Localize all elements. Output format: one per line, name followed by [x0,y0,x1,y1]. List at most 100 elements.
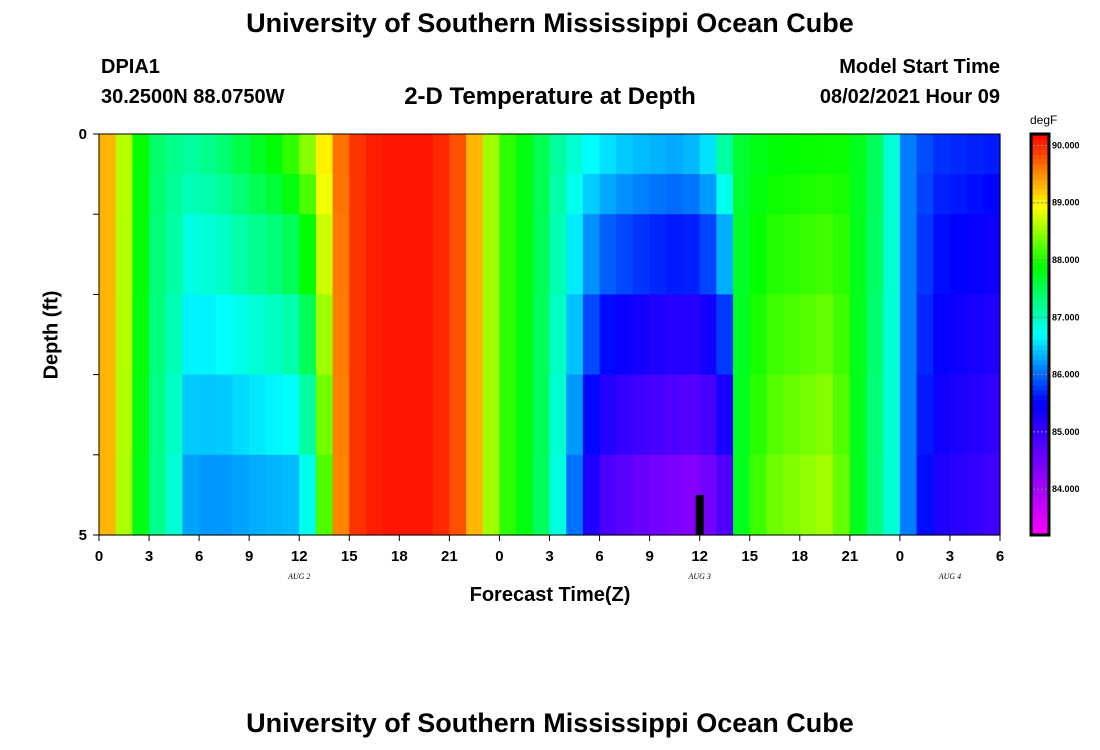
colorbar-segment [1031,354,1049,361]
heatmap-cell [382,174,400,215]
colorbar-segment [1031,419,1049,426]
heatmap-cell [849,134,868,175]
heatmap-cell [365,374,384,456]
heatmap-cell [132,214,150,295]
colorbar-segment [1031,279,1049,285]
heatmap-cell [866,294,884,376]
heatmap-cell [966,294,984,376]
colorbar-segment [1031,274,1049,280]
colorbar: 84.000 85.000 86.000 87.000 88.000 89.000 90.0… [1029,132,1080,537]
heatmap-cell [332,134,350,175]
x-tick-label: 3 [145,548,153,565]
heatmap-cell [682,174,701,215]
heatmap-cell [99,454,117,536]
heatmap-cell [599,134,617,175]
heatmap-cell [783,174,801,215]
colorbar-segment [1031,224,1049,230]
heatmap-cell [299,374,317,456]
colorbar-segment [1031,159,1049,165]
heatmap-cell [883,454,901,536]
heatmap-cell [315,174,334,215]
heatmap-cell [899,374,918,456]
colorbar-segment [1031,454,1049,461]
heatmap-cell [416,134,434,175]
heatmap-cell [532,374,551,456]
colorbar-segment [1031,189,1049,195]
heatmap-cell [799,214,818,295]
heatmap-cell [416,174,434,215]
heatmap-cell [549,374,567,456]
heatmap-cell [532,454,551,536]
heatmap-cell [883,214,901,295]
heatmap-cell [833,174,851,215]
heatmap-cell [799,454,818,536]
heatmap-cell [482,174,501,215]
heatmap-cell [466,294,484,376]
heatmap-cell [983,294,1001,376]
heatmap-cell [232,214,250,295]
heatmap-cell [733,294,751,376]
heatmap-cell [849,454,868,536]
heatmap-cell [99,374,117,456]
heatmap-cell [566,134,584,175]
heatmap-cell [449,174,467,215]
heatmap-cell [115,214,133,295]
heatmap-cell [115,174,133,215]
date-label: AUG 4 [938,572,961,581]
x-tick-label: 6 [996,548,1004,565]
colorbar-segment [1031,504,1049,511]
heatmap-cell [966,454,984,536]
heatmap-cell [265,374,284,456]
heatmap-cell [933,374,951,456]
heatmap-cell [582,454,601,536]
heatmap-cell [365,214,384,295]
heatmap-cell [282,454,300,536]
heatmap-cell [766,134,784,175]
heatmap-cell [666,214,684,295]
heatmap-cell [399,214,417,295]
colorbar-segment [1031,269,1049,275]
heatmap-cell [949,214,968,295]
heatmap-cell [282,134,300,175]
colorbar-tick-label: 88.000 [1052,255,1080,265]
heatmap-cell [733,174,751,215]
heatmap-cell [866,134,884,175]
heatmap-cell [132,174,150,215]
heatmap-cell [649,174,667,215]
heatmap-cell [899,294,918,376]
heatmap-cell [349,294,367,376]
heatmap-cell [99,294,117,376]
heatmap-cell [399,374,417,456]
heatmap-cell [249,294,267,376]
heatmap-cell [549,134,567,175]
chart-title: University of Southern Mississippi Ocean… [246,8,854,38]
heatmap-cell [432,214,450,295]
x-tick-label: 3 [545,548,553,565]
heatmap-cell [332,454,350,536]
heatmap-cell [616,294,634,376]
heatmap-cell [599,374,617,456]
colorbar-segment [1031,479,1049,486]
heatmap-cell [449,214,467,295]
heatmap-cell [883,374,901,456]
heatmap-cell [249,174,267,215]
heatmap-cell [649,454,667,536]
colorbar-segment [1031,444,1049,451]
heatmap-cell [466,214,484,295]
heatmap-cell [332,374,350,456]
colorbar-segment [1031,519,1049,526]
colorbar-segment [1031,139,1049,145]
colorbar-segment [1031,514,1049,521]
heatmap-cell [349,134,367,175]
heatmap-cell [849,174,868,215]
heatmap-cell [616,454,634,536]
heatmap-cell [949,294,968,376]
heatmap-cell [182,294,200,376]
heatmap-cell [649,374,667,456]
heatmap-cell [199,174,217,215]
heatmap-cell [282,294,300,376]
heatmap-cell [783,214,801,295]
heatmap-cell [632,294,651,376]
colorbar-segment [1031,214,1049,220]
heatmap-cell [599,294,617,376]
